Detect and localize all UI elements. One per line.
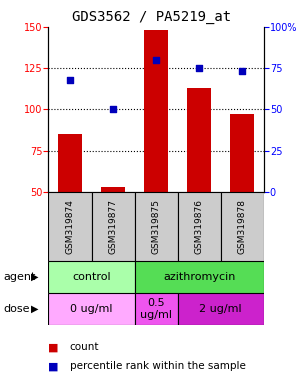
Text: ■: ■ bbox=[48, 342, 59, 352]
Text: ■: ■ bbox=[48, 361, 59, 371]
Text: control: control bbox=[72, 272, 111, 282]
Bar bbox=[92, 192, 135, 261]
Bar bbox=[135, 261, 264, 293]
Point bbox=[68, 77, 72, 83]
Text: 0 ug/ml: 0 ug/ml bbox=[70, 304, 113, 314]
Bar bbox=[178, 192, 221, 261]
Text: count: count bbox=[70, 342, 99, 352]
Text: agent: agent bbox=[3, 272, 35, 282]
Bar bbox=[48, 192, 92, 261]
Text: GSM319874: GSM319874 bbox=[65, 199, 75, 254]
Bar bbox=[48, 293, 135, 325]
Bar bbox=[135, 192, 178, 261]
Point bbox=[111, 106, 115, 113]
Text: 0.5
ug/ml: 0.5 ug/ml bbox=[140, 298, 172, 320]
Bar bbox=[144, 30, 168, 192]
Text: azithromycin: azithromycin bbox=[163, 272, 235, 282]
Bar bbox=[48, 261, 135, 293]
Text: ▶: ▶ bbox=[31, 304, 38, 314]
Bar bbox=[230, 114, 254, 192]
Text: GDS3562 / PA5219_at: GDS3562 / PA5219_at bbox=[72, 10, 231, 23]
Point bbox=[240, 68, 245, 74]
Text: percentile rank within the sample: percentile rank within the sample bbox=[70, 361, 245, 371]
Bar bbox=[135, 293, 178, 325]
Bar bbox=[178, 293, 264, 325]
Text: ▶: ▶ bbox=[31, 272, 38, 282]
Bar bbox=[221, 192, 264, 261]
Text: GSM319877: GSM319877 bbox=[108, 199, 118, 254]
Bar bbox=[187, 88, 211, 192]
Point bbox=[197, 65, 201, 71]
Text: GSM319875: GSM319875 bbox=[152, 199, 161, 254]
Text: GSM319878: GSM319878 bbox=[238, 199, 247, 254]
Text: dose: dose bbox=[3, 304, 29, 314]
Bar bbox=[58, 134, 82, 192]
Point bbox=[154, 57, 158, 63]
Text: 2 ug/ml: 2 ug/ml bbox=[199, 304, 242, 314]
Bar bbox=[101, 187, 125, 192]
Text: GSM319876: GSM319876 bbox=[195, 199, 204, 254]
